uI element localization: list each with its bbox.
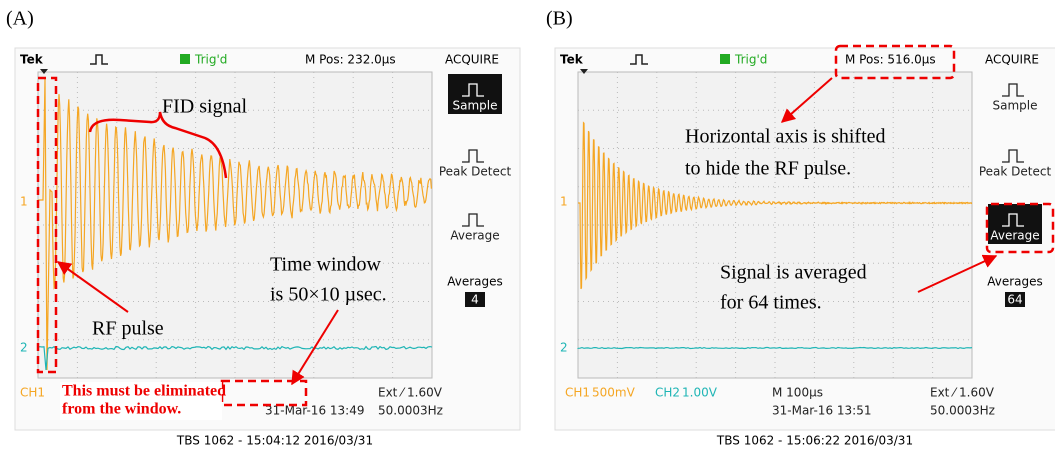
status-ch1-scale: 500mV: [592, 386, 636, 400]
position: M Pos: 516.0µs: [845, 53, 936, 67]
status-ch1: CH1: [565, 386, 590, 400]
annotation: FID signal: [162, 96, 247, 118]
status-frequency: 50.0003Hz: [930, 404, 995, 418]
annotation: Signal is averaged: [720, 262, 867, 284]
trigger-status: Trig'd: [734, 53, 767, 67]
averages-label: Averages: [447, 275, 503, 289]
menu-item: Average: [990, 229, 1039, 243]
panel-label: (B): [546, 8, 573, 30]
channel-marker: 2: [20, 341, 28, 355]
caption: TBS 1062 - 15:04:12 2016/03/31: [176, 434, 373, 448]
averages-value: 4: [471, 293, 479, 307]
trigger-status: Trig'd: [194, 53, 227, 67]
trig-indicator: [180, 54, 190, 64]
annotation: for 64 times.: [720, 292, 822, 314]
annotation: is 50×10 µsec.: [270, 284, 387, 306]
annotation: RF pulse: [92, 318, 164, 340]
position: M Pos: 232.0µs: [305, 53, 396, 67]
ch2-trace: [578, 348, 972, 349]
trig-indicator: [720, 54, 730, 64]
status-date: 31-Mar-16 13:51: [772, 404, 871, 418]
panel-b: (B) Tek Trig'd M Pos: 516.0µs ACQUIRE 1 2 Sampl…: [546, 8, 1055, 448]
annotation: from the window.: [62, 401, 181, 418]
panel-label: (A): [6, 8, 34, 30]
status-trigger-level: Ext ⁄ 1.60V: [378, 386, 443, 400]
status-ch2: CH2: [655, 386, 680, 400]
channel-marker: 1: [20, 195, 28, 209]
channel-marker: 2: [560, 341, 568, 355]
menu-item: Sample: [453, 99, 498, 113]
menu-item: Average: [450, 229, 499, 243]
menu-item: Peak Detect: [979, 165, 1052, 179]
channel-marker: 1: [560, 195, 568, 209]
status-frequency: 50.0003Hz: [378, 404, 443, 418]
menu-title: ACQUIRE: [985, 53, 1039, 67]
menu-item: Peak Detect: [439, 165, 512, 179]
caption: TBS 1062 - 15:06:22 2016/03/31: [716, 434, 913, 448]
brand: Tek: [560, 53, 584, 67]
annotation: to hide the RF pulse.: [685, 158, 851, 180]
menu-title: ACQUIRE: [445, 53, 499, 67]
menu-item: Sample: [993, 99, 1038, 113]
figure: (A) Tek Trig'd M Pos: 232.0µs ACQUIRE 1 2 Sampl…: [0, 0, 1055, 452]
annotation: Time window: [270, 254, 382, 276]
status-trigger-level: Ext ⁄ 1.60V: [930, 386, 995, 400]
averages-label: Averages: [987, 275, 1043, 289]
averages-value: 64: [1007, 293, 1022, 307]
status-timebase: M 100µs: [772, 386, 823, 400]
annotation: This must be eliminated: [62, 383, 226, 400]
annotation: Horizontal axis is shifted: [685, 126, 886, 148]
status-ch2-scale: 1.00V: [682, 386, 718, 400]
brand: Tek: [20, 53, 44, 67]
status-ch1: CH1: [20, 386, 45, 400]
